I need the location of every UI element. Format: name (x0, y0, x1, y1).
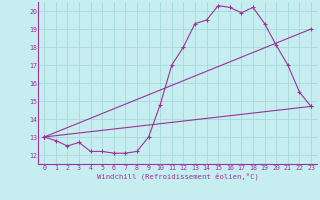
X-axis label: Windchill (Refroidissement éolien,°C): Windchill (Refroidissement éolien,°C) (97, 172, 259, 180)
